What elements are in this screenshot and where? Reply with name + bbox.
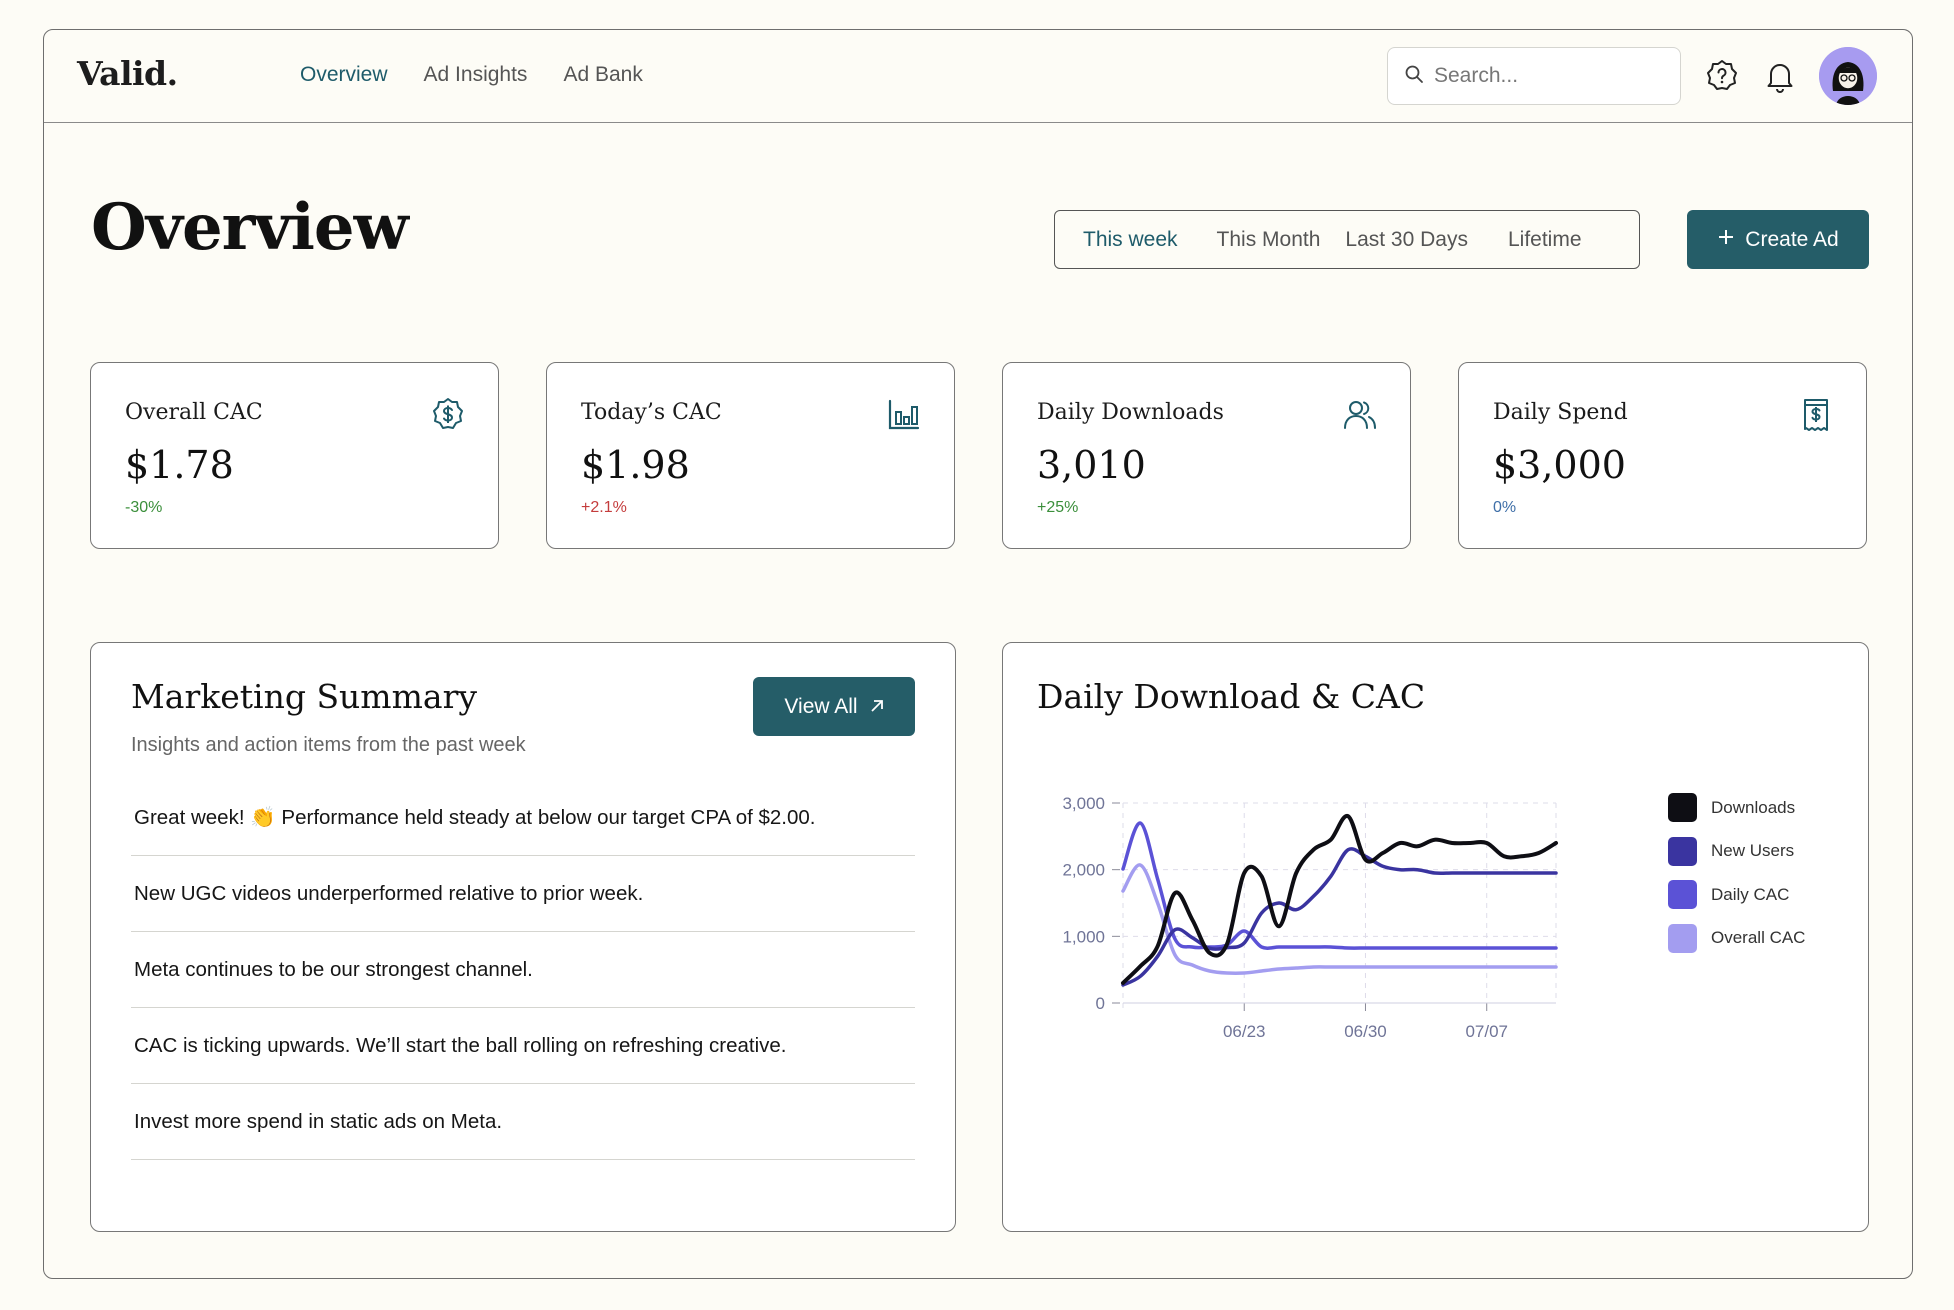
avatar[interactable] (1819, 47, 1877, 105)
panel-subtitle: Insights and action items from the past … (131, 734, 526, 756)
legend-swatch (1668, 880, 1697, 909)
stat-delta: +25% (1037, 499, 1079, 516)
stat-value: 3,010 (1037, 443, 1146, 487)
chart-title: Daily Download & CAC (1037, 677, 1426, 716)
stat-label: Today’s CAC (581, 400, 722, 425)
download-cac-chart-panel: Daily Download & CAC 01,0002,0003,0000$2… (1002, 642, 1869, 1232)
logo[interactable]: Valid. (77, 54, 178, 93)
x-axis-label: 06/23 (1223, 1022, 1266, 1041)
nav-item-overview[interactable]: Overview (300, 63, 388, 86)
list-item: New UGC videos underperformed relative t… (131, 856, 915, 932)
stat-label: Daily Downloads (1037, 400, 1224, 425)
chart-legend: Downloads New Users Daily CAC Overall CA… (1668, 793, 1805, 967)
stat-label: Overall CAC (125, 400, 263, 425)
stat-card-daily-spend: Daily Spend $3,000 0% (1458, 362, 1867, 549)
view-all-button[interactable]: View All (753, 677, 915, 736)
main-nav: Overview Ad Insights Ad Bank (300, 63, 643, 87)
stat-card-overall-cac: Overall CAC $1.78 -30% (90, 362, 499, 549)
summary-list: Great week! 👏 Performance held steady at… (131, 780, 915, 1160)
tab-lifetime[interactable]: Lifetime (1507, 227, 1582, 251)
y-axis-left-label: 2,000 (1062, 861, 1105, 880)
stat-value: $3,000 (1493, 443, 1626, 487)
legend-label: Daily CAC (1711, 884, 1790, 904)
search-icon (1404, 64, 1424, 89)
help-icon[interactable] (1704, 58, 1740, 94)
y-axis-left-label: 0 (1096, 994, 1105, 1013)
date-range-tabs: This week This Month Last 30 Days Lifeti… (1054, 210, 1640, 269)
bell-icon[interactable] (1762, 58, 1798, 94)
legend-item-overall-cac[interactable]: Overall CAC (1668, 923, 1806, 953)
list-item: CAC is ticking upwards. We’ll start the … (131, 1008, 915, 1084)
legend-label: Downloads (1711, 797, 1796, 817)
bar-chart-icon (886, 397, 922, 433)
x-axis-label: 07/07 (1465, 1022, 1508, 1041)
create-ad-label: Create Ad (1745, 227, 1839, 251)
top-bar: Valid. Overview Ad Insights Ad Bank (44, 30, 1912, 123)
stat-value: $1.78 (125, 443, 234, 487)
users-icon (1342, 397, 1378, 433)
series-line-new-users (1121, 847, 1558, 987)
legend-swatch (1668, 836, 1697, 866)
tab-this-month[interactable]: This Month (1216, 227, 1321, 251)
list-item: Invest more spend in static ads on Meta. (131, 1084, 915, 1160)
legend-item-daily-cac[interactable]: Daily CAC (1668, 880, 1805, 909)
legend-item-downloads[interactable]: Downloads (1668, 793, 1805, 822)
tab-last-30-days[interactable]: Last 30 Days (1345, 227, 1468, 251)
stat-delta: +2.1% (581, 499, 627, 516)
stat-value: $1.98 (581, 443, 690, 487)
panel-title: Marketing Summary (131, 677, 477, 716)
stat-delta: -30% (125, 499, 163, 516)
nav-item-ad-insights[interactable]: Ad Insights (423, 63, 528, 86)
series-line-overall-cac (1121, 863, 1558, 975)
stat-card-todays-cac: Today’s CAC $1.98 +2.1% (546, 362, 955, 549)
plus-icon (1717, 228, 1735, 252)
search-box[interactable] (1387, 47, 1681, 105)
view-all-label: View All (784, 694, 858, 718)
receipt-icon (1798, 397, 1834, 433)
series-line-downloads (1121, 814, 1558, 985)
y-axis-left-label: 1,000 (1062, 927, 1105, 946)
dollar-badge-icon (430, 397, 466, 433)
search-input[interactable] (1434, 64, 1654, 88)
stat-delta: 0% (1493, 499, 1517, 516)
tab-this-week[interactable]: This week (1083, 227, 1178, 251)
page-title: Overview (91, 190, 409, 265)
legend-item-new-users[interactable]: New Users (1668, 836, 1805, 866)
x-axis-label: 06/30 (1344, 1022, 1387, 1041)
legend-label: Overall CAC (1711, 928, 1806, 947)
app-window: Valid. Overview Ad Insights Ad Bank Over… (43, 29, 1913, 1279)
series-line-daily-cac (1121, 821, 1558, 950)
y-axis-left-label: 3,000 (1062, 794, 1105, 813)
legend-swatch (1668, 923, 1697, 953)
legend-swatch (1668, 793, 1697, 822)
list-item: Great week! 👏 Performance held steady at… (131, 780, 915, 856)
nav-item-ad-bank[interactable]: Ad Bank (563, 63, 643, 86)
stat-label: Daily Spend (1493, 400, 1628, 425)
marketing-summary-panel: Marketing Summary Insights and action it… (90, 642, 956, 1232)
arrow-up-right-icon (870, 695, 884, 719)
create-ad-button[interactable]: Create Ad (1687, 210, 1869, 269)
list-item: Meta continues to be our strongest chann… (131, 932, 915, 1008)
stat-card-daily-downloads: Daily Downloads 3,010 +25% (1002, 362, 1411, 549)
legend-label: New Users (1711, 841, 1795, 860)
line-chart: 01,0002,0003,0000$2.00$4.00$6.00$8.00$10… (1062, 794, 1558, 1041)
